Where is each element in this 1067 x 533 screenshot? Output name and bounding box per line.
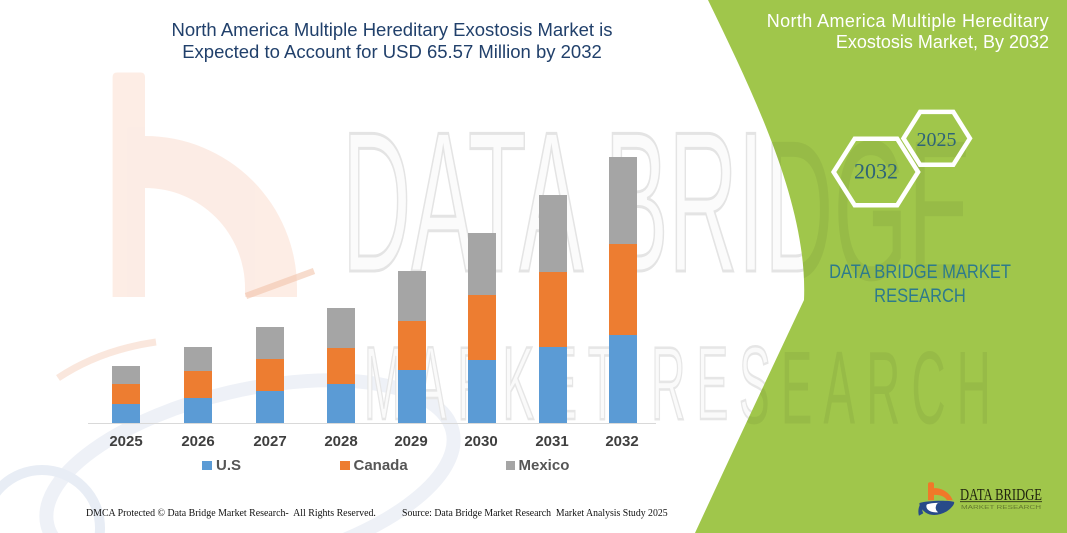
svg-text:2025: 2025 [917, 129, 957, 151]
svg-text:DATA BRIDGE: DATA BRIDGE [960, 485, 1042, 504]
svg-text:MARKET RESEARCH: MARKET RESEARCH [961, 505, 1042, 511]
svg-text:2032: 2032 [854, 159, 898, 184]
svg-text:MARKET RESEARCH: MARKET RESEARCH [363, 331, 1002, 447]
